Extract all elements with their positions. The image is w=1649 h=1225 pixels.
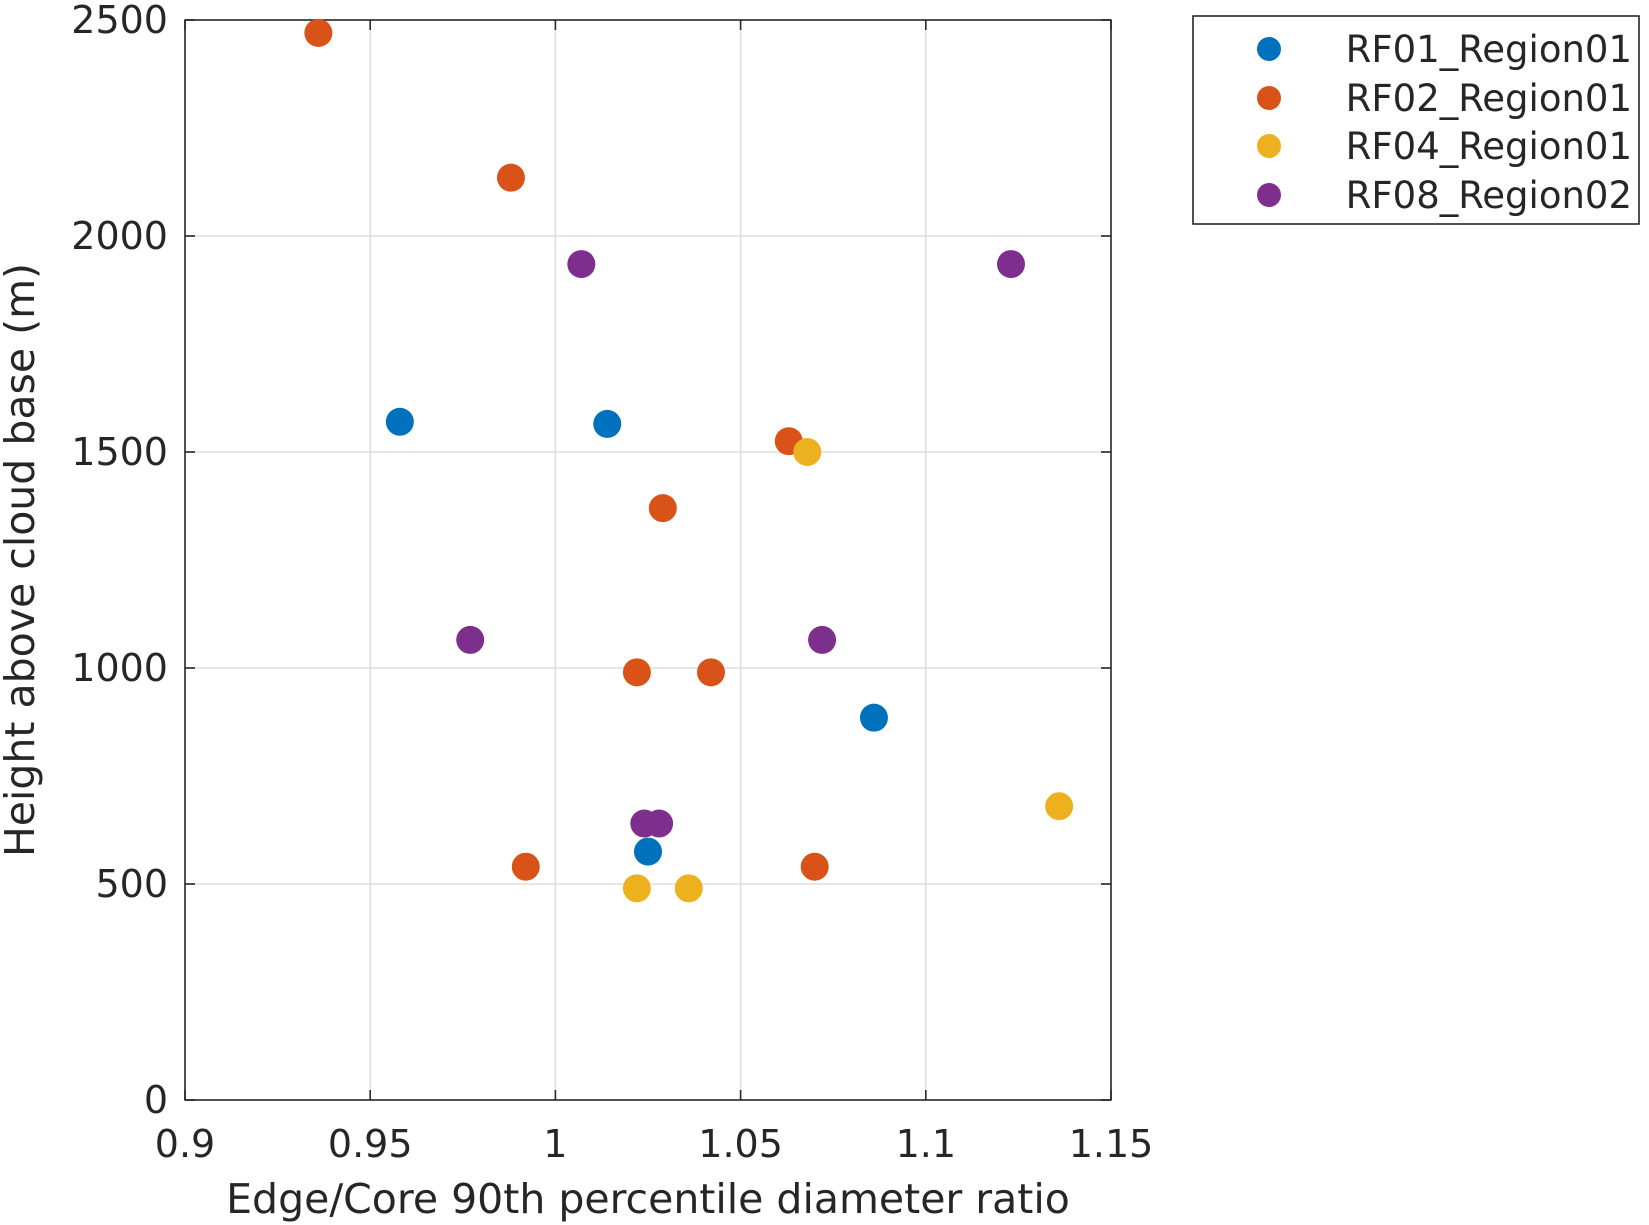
data-point-series-2 xyxy=(800,852,829,881)
data-point-series-2 xyxy=(304,18,333,47)
legend-label-rf01: RF01_Region01 xyxy=(1346,28,1632,71)
data-point-series-4 xyxy=(645,809,674,838)
legend-marker-rf01 xyxy=(1257,37,1281,61)
legend-marker-rf04 xyxy=(1257,134,1281,158)
data-point-series-4 xyxy=(808,625,837,654)
y-tick-label: 2000 xyxy=(71,214,168,258)
y-tick-label: 1000 xyxy=(71,646,168,690)
legend-label-rf04: RF04_Region01 xyxy=(1346,125,1632,168)
x-tick-label: 1.1 xyxy=(896,1122,956,1166)
data-point-series-1 xyxy=(859,703,888,732)
data-point-series-3 xyxy=(793,438,822,466)
data-point-series-3 xyxy=(1045,792,1074,821)
y-axis-label: Height above cloud base (m) xyxy=(0,263,44,857)
data-point-series-2 xyxy=(496,163,525,192)
data-point-series-4 xyxy=(996,250,1025,279)
x-tick-label: 0.9 xyxy=(155,1122,215,1166)
y-tick-label: 0 xyxy=(144,1078,168,1122)
x-tick-labels: 0.9 0.95 1 1.05 1.1 1.15 xyxy=(155,1122,1154,1166)
y-tick-label: 2500 xyxy=(71,0,168,42)
plot-frame xyxy=(184,19,1112,1101)
data-point-series-2 xyxy=(511,852,540,881)
legend-label-rf02: RF02_Region01 xyxy=(1346,77,1632,120)
data-point-series-3 xyxy=(622,874,651,903)
x-tick-label: 1.05 xyxy=(698,1122,783,1166)
data-point-series-2 xyxy=(648,494,677,523)
legend-marker-rf02 xyxy=(1257,86,1281,110)
data-point-series-3 xyxy=(674,874,703,903)
x-tick-label: 1 xyxy=(543,1122,567,1166)
x-axis-label: Edge/Core 90th percentile diameter ratio xyxy=(226,1175,1070,1223)
y-tick-label: 500 xyxy=(95,862,168,906)
data-point-series-1 xyxy=(385,407,414,436)
x-tick-label: 0.95 xyxy=(328,1122,413,1166)
data-point-series-1 xyxy=(593,409,622,438)
data-points xyxy=(304,18,1074,903)
data-point-series-1 xyxy=(634,837,662,866)
y-tick-labels: 0 500 1000 1500 2000 2500 xyxy=(71,0,168,1122)
axis-ticks xyxy=(184,19,1112,1101)
data-point-series-2 xyxy=(696,658,725,687)
data-point-series-2 xyxy=(622,658,651,687)
data-point-series-4 xyxy=(456,625,485,654)
data-point-series-4 xyxy=(567,250,596,279)
x-tick-label: 1.15 xyxy=(1069,1122,1154,1166)
legend-label-rf08: RF08_Region02 xyxy=(1346,174,1632,217)
plot-area xyxy=(185,20,1111,1100)
legend-marker-rf08 xyxy=(1257,183,1281,207)
legend: RF01_Region01 RF02_Region01 RF04_Region0… xyxy=(1192,15,1640,225)
y-tick-label: 1500 xyxy=(71,430,168,474)
